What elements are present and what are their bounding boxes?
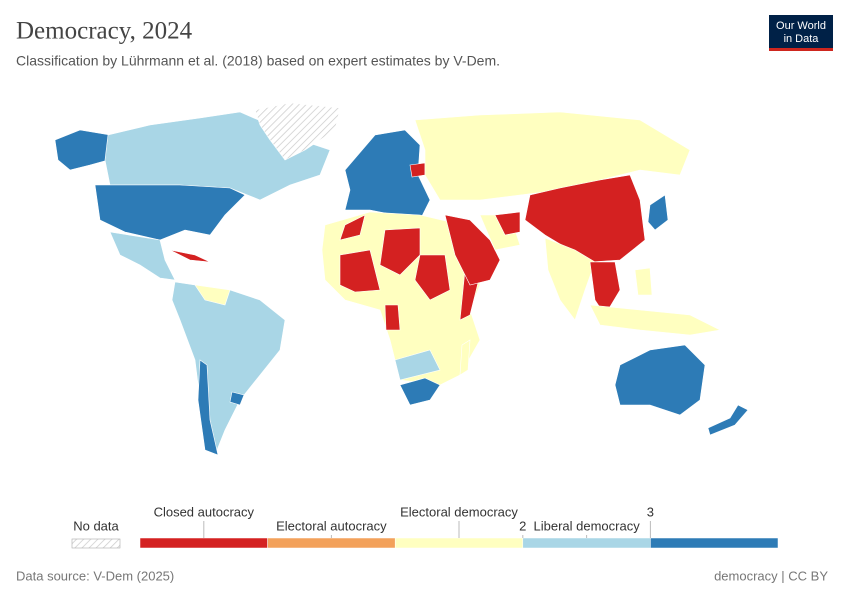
country-region [229, 391, 245, 406]
country-region [339, 249, 381, 293]
country-region [194, 284, 231, 306]
country-region [524, 174, 646, 263]
source: Data source: V-Dem (2025) [16, 568, 174, 583]
legend-label: Liberal democracy [533, 518, 640, 533]
country-region [707, 404, 749, 436]
logo-bar [769, 48, 833, 51]
country-region [399, 377, 441, 406]
country-region [339, 214, 366, 241]
logo-text: Our World [776, 20, 826, 32]
license[interactable]: democracy | CC BY [714, 568, 828, 583]
country-region [647, 194, 669, 231]
legend-bin [522, 537, 651, 549]
country-region [384, 304, 401, 331]
legend-tick-label: 3 [647, 504, 654, 519]
legend-bin [394, 537, 524, 549]
title: Democracy, 2024 [16, 18, 193, 45]
country-region [414, 111, 691, 201]
country-region [459, 339, 471, 376]
legend-bins: Closed autocracy Electoral autocracy Elect… [139, 504, 779, 549]
logo-text: in Data [784, 33, 820, 45]
country-region [494, 211, 521, 236]
country-region [379, 227, 421, 276]
logo-box [769, 15, 833, 50]
country-region [634, 267, 653, 296]
country-region [444, 214, 501, 286]
legend-label: Closed autocracy [154, 504, 255, 519]
legend-label: No data [73, 518, 119, 533]
legend-bin [267, 537, 396, 549]
country-region [589, 261, 621, 316]
legend-bin [650, 537, 779, 549]
legend-no-data [71, 538, 121, 549]
country-region [54, 129, 111, 171]
country-region [197, 359, 219, 456]
legend-label: Electoral democracy [400, 504, 518, 519]
legend-label: Electoral autocracy [276, 518, 387, 533]
country-region [394, 349, 441, 381]
country-region [589, 304, 721, 336]
country-region [171, 281, 286, 456]
country-region [409, 162, 426, 178]
country-region [614, 344, 706, 416]
legend: No data Closed autocracy Electoral autocr… [71, 504, 779, 549]
map [54, 102, 749, 456]
logo[interactable]: Our World in Data [769, 15, 833, 51]
country-region [94, 184, 246, 241]
country-region [544, 237, 596, 321]
legend-tick-label: 2 [519, 518, 526, 533]
subtitle: Classification by Lührmann et al. (2018)… [16, 53, 500, 69]
country-region [344, 129, 431, 221]
legend-bin [139, 537, 268, 549]
country-region [109, 231, 176, 281]
country-region [169, 249, 211, 263]
country-region [414, 254, 451, 301]
no-data-region [254, 102, 341, 161]
